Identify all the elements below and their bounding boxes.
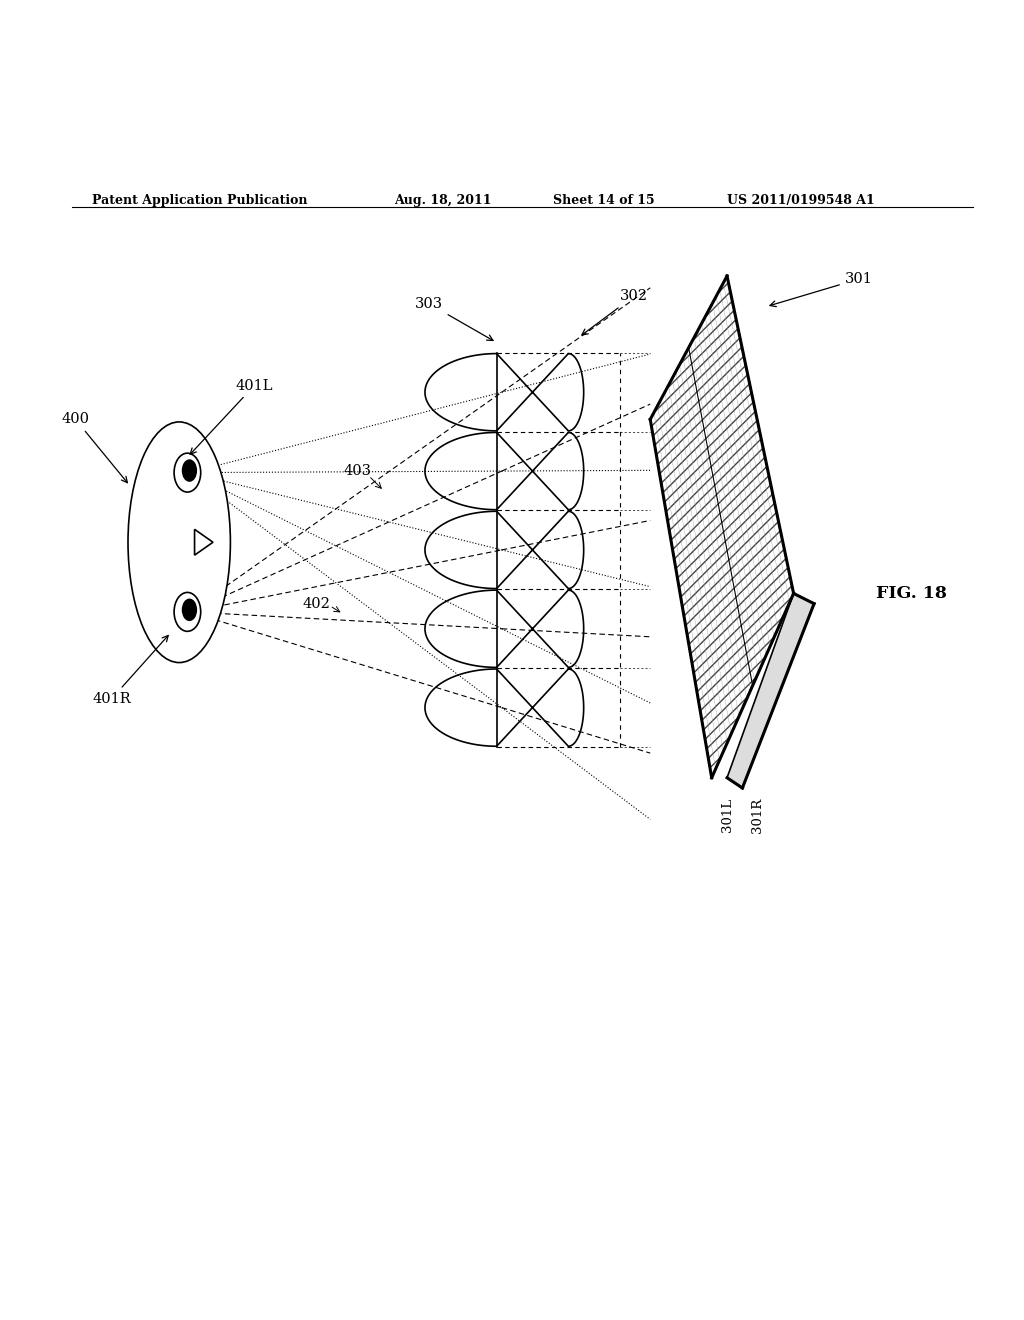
Polygon shape <box>425 669 584 746</box>
Ellipse shape <box>174 593 201 631</box>
Polygon shape <box>727 594 814 788</box>
Text: 403: 403 <box>343 463 371 478</box>
Text: Patent Application Publication: Patent Application Publication <box>92 194 307 207</box>
Text: 401L: 401L <box>190 379 273 454</box>
Ellipse shape <box>128 422 230 663</box>
Text: 400: 400 <box>61 412 127 483</box>
Ellipse shape <box>182 459 197 482</box>
Polygon shape <box>425 354 584 430</box>
Text: US 2011/0199548 A1: US 2011/0199548 A1 <box>727 194 874 207</box>
Ellipse shape <box>182 598 197 622</box>
Text: 303: 303 <box>415 297 493 341</box>
Ellipse shape <box>174 453 201 492</box>
Text: FIG. 18: FIG. 18 <box>876 585 946 602</box>
Text: 401R: 401R <box>92 635 168 706</box>
Text: 301L: 301L <box>721 799 733 833</box>
Polygon shape <box>425 590 584 668</box>
Text: 301: 301 <box>770 272 872 306</box>
Text: 302: 302 <box>582 289 647 335</box>
Text: Sheet 14 of 15: Sheet 14 of 15 <box>553 194 654 207</box>
Text: Aug. 18, 2011: Aug. 18, 2011 <box>394 194 492 207</box>
Text: 301R: 301R <box>752 799 764 833</box>
Text: 402: 402 <box>302 597 330 611</box>
Polygon shape <box>425 433 584 510</box>
Polygon shape <box>425 511 584 589</box>
Polygon shape <box>650 276 794 777</box>
